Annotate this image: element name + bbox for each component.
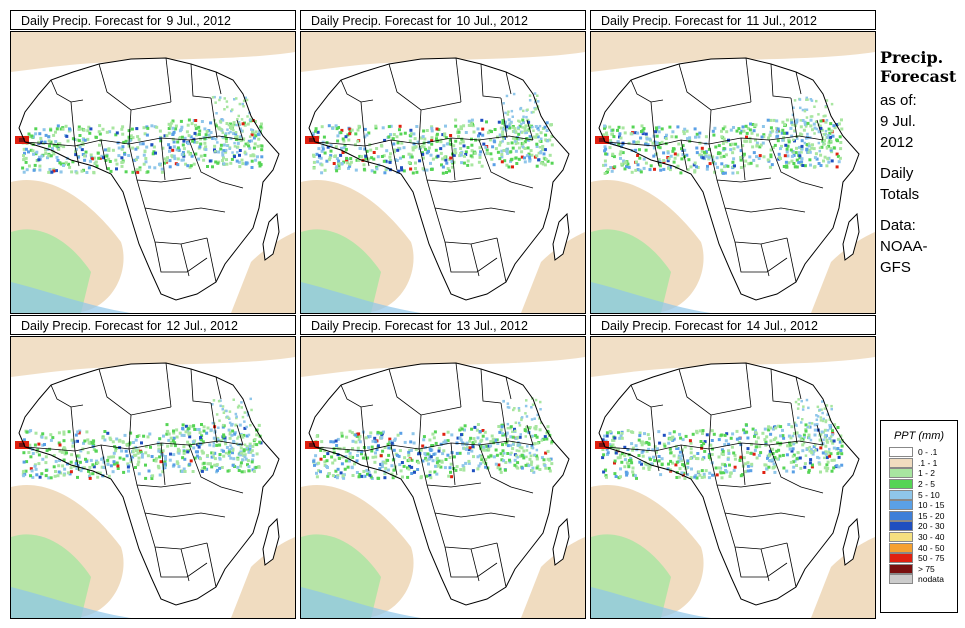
totals-line-1: Daily	[880, 165, 914, 182]
forecast-panel-3: Daily Precip. Forecast for 11 Jul., 2012	[590, 10, 878, 315]
legend-swatch	[889, 542, 913, 553]
legend-swatch	[889, 553, 913, 564]
precip-map	[300, 336, 586, 619]
legend-label: 30 - 40	[918, 532, 945, 543]
legend-label: 50 - 75	[918, 553, 945, 564]
legend-label: 0 - .1	[918, 447, 938, 458]
panel-title: Daily Precip. Forecast for 11 Jul., 2012	[590, 10, 876, 30]
panel-title: Daily Precip. Forecast for 13 Jul., 2012	[300, 315, 586, 335]
forecast-panel-5: Daily Precip. Forecast for 13 Jul., 2012	[300, 315, 588, 620]
legend-label: 40 - 50	[918, 542, 945, 553]
data-line-3: GFS	[880, 259, 911, 276]
legend-swatch	[889, 500, 913, 511]
panel-title: Daily Precip. Forecast for 12 Jul., 2012	[10, 315, 296, 335]
data-line-2: NOAA-	[880, 238, 928, 255]
as-of-label: as of:	[880, 92, 917, 109]
legend-item: 40 - 50	[889, 542, 957, 553]
as-of-date: 9 Jul.	[880, 113, 916, 130]
legend-item: nodata	[889, 574, 957, 585]
legend-item: 1 - 2	[889, 468, 957, 479]
panel-title: Daily Precip. Forecast for 14 Jul., 2012	[590, 315, 876, 335]
precip-map	[10, 336, 296, 619]
side-info: Precip. Forecast as of: 9 Jul. 2012 Dail…	[880, 48, 964, 278]
legend-label: > 75	[918, 563, 935, 574]
legend-item: .1 - 1	[889, 457, 957, 469]
legend-swatch	[889, 574, 913, 585]
legend-item: > 75	[889, 563, 957, 575]
legend-item: 5 - 10	[889, 489, 957, 500]
panel-title: Daily Precip. Forecast for 9 Jul., 2012	[10, 10, 296, 30]
legend-label: 1 - 2	[918, 468, 936, 479]
title-line-2: Forecast	[880, 67, 957, 86]
as-of-year: 2012	[880, 134, 914, 151]
legend-item: 0 - .1	[889, 447, 957, 458]
legend-swatch	[889, 532, 913, 543]
legend-title: PPT (mm)	[893, 430, 945, 442]
panel-title: Daily Precip. Forecast for 10 Jul., 2012	[300, 10, 586, 30]
totals-line-2: Totals	[880, 186, 920, 203]
legend-label: .1 - 1	[918, 457, 938, 468]
legend-item: 10 - 15	[889, 500, 957, 511]
legend-item: 50 - 75	[889, 553, 957, 564]
legend-label: nodata	[918, 574, 944, 585]
precip-map	[590, 31, 876, 314]
legend-item: 30 - 40	[889, 532, 957, 543]
title-line-1: Precip.	[880, 48, 944, 67]
legend-swatch	[889, 457, 913, 468]
precip-map	[10, 31, 296, 314]
legend-swatch	[889, 479, 913, 490]
legend-label: 20 - 30	[918, 521, 945, 532]
legend-swatch	[889, 468, 913, 479]
legend-label: 5 - 10	[918, 489, 940, 500]
legend-swatch	[889, 489, 913, 500]
precip-map	[590, 336, 876, 619]
legend-swatch	[889, 447, 913, 458]
legend-swatch	[889, 521, 913, 532]
legend-item: 2 - 5	[889, 479, 957, 490]
forecast-panel-6: Daily Precip. Forecast for 14 Jul., 2012	[590, 315, 878, 620]
data-line-1: Data:	[880, 217, 916, 234]
legend-label: 10 - 15	[918, 500, 945, 511]
forecast-panel-2: Daily Precip. Forecast for 10 Jul., 2012	[300, 10, 588, 315]
forecast-panel-4: Daily Precip. Forecast for 12 Jul., 2012	[10, 315, 298, 620]
forecast-panel-1: Daily Precip. Forecast for 9 Jul., 2012	[10, 10, 298, 315]
precip-map	[300, 31, 586, 314]
legend-swatch	[889, 510, 913, 521]
legend-item: 20 - 30	[889, 521, 957, 532]
legend-label: 2 - 5	[918, 479, 936, 490]
legend-swatch	[889, 563, 913, 574]
legend-item: 15 - 20	[889, 510, 957, 522]
legend-label: 15 - 20	[918, 510, 945, 521]
